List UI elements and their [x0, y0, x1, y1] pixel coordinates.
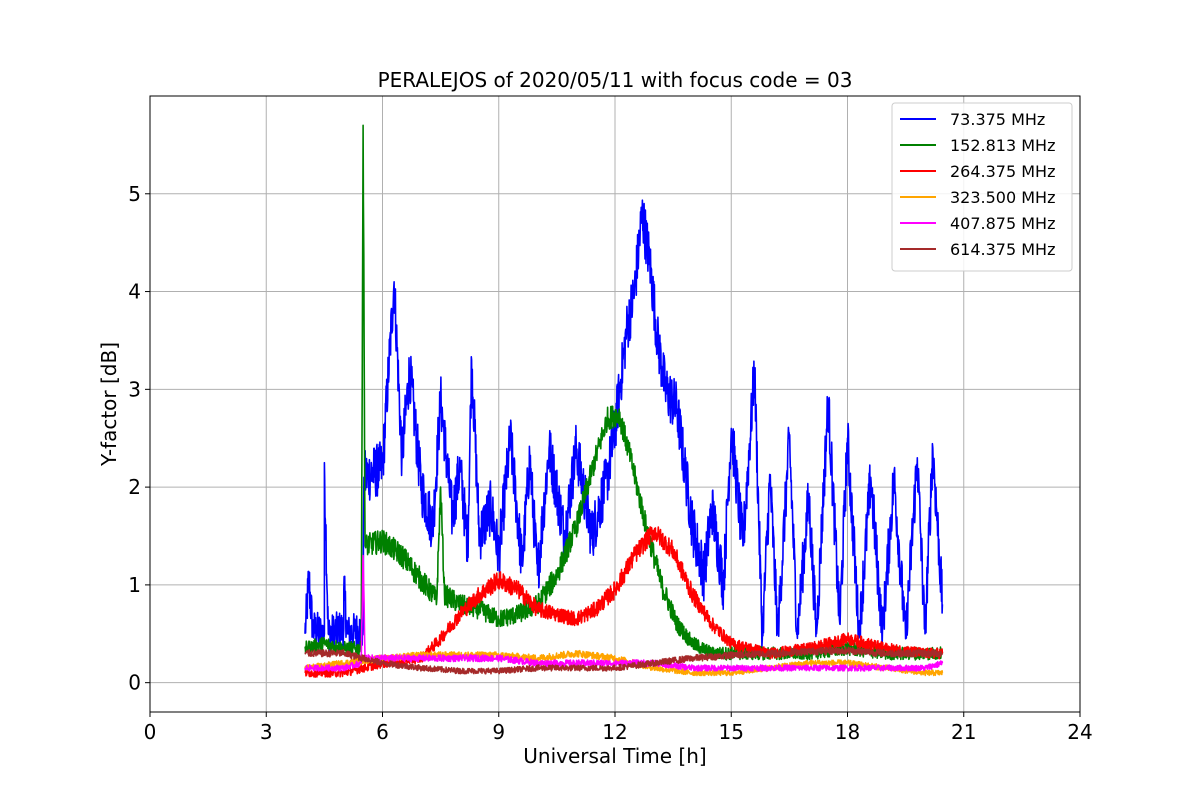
legend-entry: 407.875 MHz	[950, 214, 1055, 233]
y-tick-label: 3	[128, 377, 141, 401]
x-tick-label: 18	[835, 720, 860, 744]
y-tick-label: 2	[128, 475, 141, 499]
legend-entry: 264.375 MHz	[950, 162, 1055, 181]
series-line-0	[304, 199, 944, 653]
legend-entry: 73.375 MHz	[950, 110, 1045, 129]
series-line-5	[304, 646, 944, 675]
legend: 73.375 MHz 152.813 MHz 264.375 MHz 323.500 …	[891, 102, 1073, 272]
series-line-4	[304, 554, 944, 672]
legend-entry: 614.375 MHz	[950, 240, 1055, 259]
x-tick-label: 0	[144, 720, 157, 744]
x-tick-label: 21	[951, 720, 976, 744]
x-tick-label: 6	[376, 720, 389, 744]
legend-entry: 323.500 MHz	[950, 188, 1055, 207]
x-tick-label: 24	[1067, 720, 1092, 744]
y-axis: 0 1 2 3 4 5	[128, 182, 150, 695]
y-tick-label: 0	[128, 671, 141, 695]
x-axis: 0 3 6 9 12 15 18 21 24	[144, 712, 1093, 744]
y-tick-label: 1	[128, 573, 141, 597]
legend-entry: 152.813 MHz	[950, 136, 1055, 155]
x-axis-label: Universal Time [h]	[523, 744, 706, 768]
y-tick-label: 5	[128, 182, 141, 206]
x-tick-label: 15	[719, 720, 744, 744]
x-tick-label: 12	[602, 720, 627, 744]
y-tick-label: 4	[128, 280, 141, 304]
legend-box	[891, 102, 1073, 272]
chart-title: PERALEJOS of 2020/05/11 with focus code …	[378, 68, 853, 92]
y-axis-label: Y-factor [dB]	[97, 342, 121, 467]
series-layer	[304, 124, 944, 678]
x-tick-label: 3	[260, 720, 273, 744]
x-tick-label: 9	[492, 720, 505, 744]
